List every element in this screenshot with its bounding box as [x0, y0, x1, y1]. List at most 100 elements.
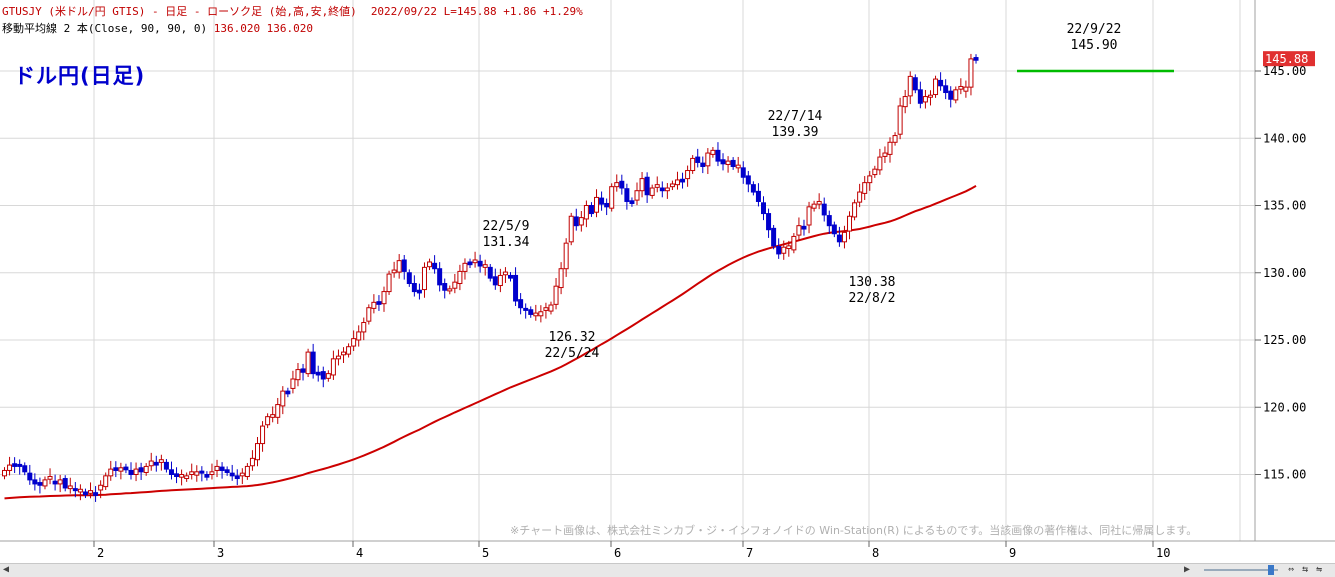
candle [376, 295, 382, 311]
candle-body [386, 273, 392, 293]
candle [209, 463, 215, 480]
candle [452, 273, 458, 294]
candle-body [523, 307, 529, 311]
candle-body [12, 463, 18, 467]
candle-body [22, 465, 28, 473]
candle [963, 80, 969, 98]
candle-body [892, 135, 898, 143]
candle-body [730, 159, 736, 167]
candle [477, 254, 483, 273]
candle [548, 301, 554, 315]
candle-body [933, 78, 939, 96]
candle [37, 477, 43, 494]
candle [189, 463, 195, 480]
reset-icon[interactable]: ⇋ [1316, 564, 1323, 575]
candle-body [27, 472, 33, 481]
candle [927, 90, 933, 106]
time-tick-label: 4 [356, 546, 363, 560]
candle-body [93, 492, 99, 496]
candle [341, 347, 347, 363]
candle [244, 463, 250, 480]
candle [168, 461, 174, 480]
candle-body [432, 262, 438, 270]
candle [811, 200, 817, 212]
candlestick-chart: 115.00 120.00 125.00 130.00 135.00 140.00 145.… [0, 0, 1335, 560]
candle-body [52, 480, 58, 485]
candle-body [244, 465, 250, 478]
candle-body [163, 461, 169, 470]
candle-body [563, 242, 569, 270]
candle-body [437, 268, 443, 286]
candle [305, 348, 311, 377]
time-tick-label: 10 [1156, 546, 1170, 560]
candle-body [37, 482, 43, 486]
candle-body [634, 190, 640, 201]
price-annotation: 22/5/9 131.34 [483, 219, 530, 251]
candle-body [690, 157, 696, 172]
candle-body [315, 371, 321, 376]
candle [270, 406, 276, 423]
candle-body [330, 358, 336, 376]
candle-body [325, 373, 331, 379]
candle-body [447, 288, 453, 292]
candle [766, 208, 772, 238]
annotation-line: 130.38 [848, 275, 896, 290]
candle-body [958, 85, 964, 90]
expand-icon[interactable]: ⇔ [1288, 564, 1295, 575]
candle-body [538, 311, 544, 317]
candle [710, 146, 716, 158]
candle [614, 174, 620, 192]
price-tick-label: 115.00 [1263, 468, 1306, 482]
candle-body [371, 301, 377, 309]
candle-body [583, 205, 589, 220]
annotation-line: 22/9/22 [1066, 22, 1122, 37]
last-price-label: 145.88 [1265, 52, 1308, 66]
candle [644, 172, 650, 203]
candle [528, 306, 534, 318]
candle-body [786, 245, 792, 250]
candle-body [831, 224, 837, 235]
candle-body [943, 85, 949, 94]
scroll-right-arrow-icon[interactable]: ▶ [1184, 564, 1191, 575]
candle [143, 463, 149, 476]
moving-average-line [4, 185, 977, 500]
scroll-left-arrow-icon[interactable]: ◀ [3, 564, 10, 575]
last-price-tag [1263, 51, 1315, 67]
fit-icon[interactable]: ⇆ [1302, 564, 1309, 575]
annotation-line: 131.34 [482, 235, 530, 250]
candle-body [912, 77, 918, 91]
candle-body [406, 272, 412, 285]
zoom-slider-track[interactable] [1204, 569, 1278, 571]
candle [761, 196, 766, 221]
candle-body [922, 96, 928, 103]
candle [877, 148, 883, 175]
price-annotation: 130.38 22/8/2 [849, 275, 896, 307]
candle [381, 286, 387, 312]
candle [421, 262, 427, 298]
zoom-slider-thumb[interactable] [1268, 565, 1274, 575]
candle-body [528, 309, 534, 315]
candle-body [457, 270, 463, 285]
candle [558, 262, 564, 295]
candle [781, 240, 787, 260]
candle [538, 305, 544, 323]
candle [862, 176, 868, 200]
horizontal-scrollbar[interactable]: ◀ ▶ ⇔ ⇆ ⇋ [0, 563, 1335, 577]
candle [563, 238, 569, 277]
candle-body [669, 183, 675, 188]
price-tick-label: 145.00 [1263, 64, 1306, 78]
candle [158, 454, 164, 471]
price-tick-label: 130.00 [1263, 266, 1306, 280]
candle [882, 146, 888, 163]
candle [953, 86, 959, 104]
candle [123, 463, 129, 474]
candle [619, 174, 625, 195]
candle [371, 294, 377, 314]
candle [755, 183, 761, 207]
candle-body [118, 467, 124, 472]
candle-body [659, 187, 665, 192]
candle-body [796, 225, 802, 236]
candle-body [472, 259, 478, 264]
candle-body [710, 149, 716, 155]
candle-body [761, 202, 766, 215]
